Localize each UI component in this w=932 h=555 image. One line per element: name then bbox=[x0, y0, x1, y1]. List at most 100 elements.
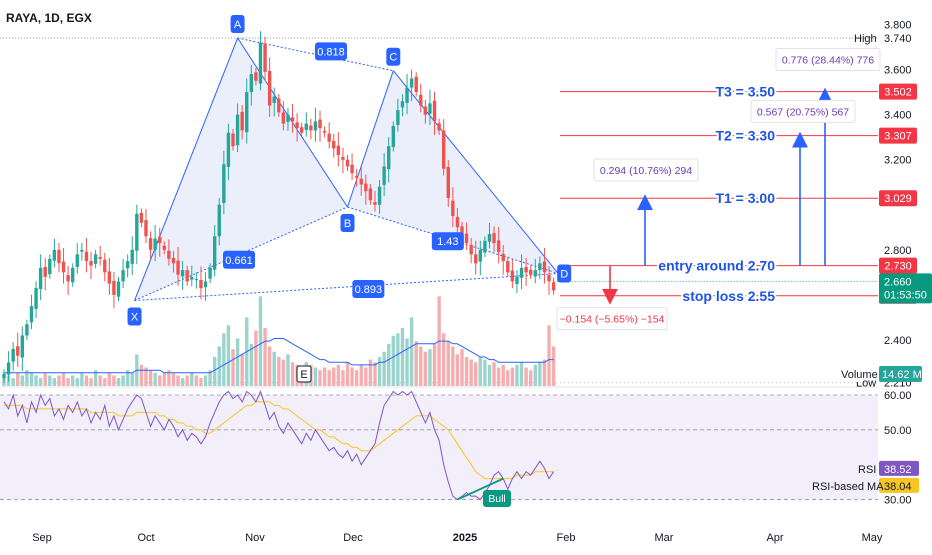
volume-bar bbox=[483, 359, 487, 386]
candle-body bbox=[71, 267, 75, 283]
candle-body bbox=[167, 250, 171, 259]
rsi-ma-label: RSI-based MA bbox=[812, 481, 884, 493]
candle-body bbox=[359, 178, 363, 185]
candle-body bbox=[226, 132, 231, 167]
level-badge bbox=[879, 127, 917, 144]
candle-body bbox=[231, 133, 235, 147]
candle-body bbox=[180, 270, 185, 277]
candle-body bbox=[483, 240, 487, 253]
candle-body bbox=[524, 266, 528, 273]
pattern-xd bbox=[134, 272, 559, 302]
volume-bar bbox=[139, 364, 144, 386]
candle-body bbox=[162, 245, 166, 250]
volume-bar bbox=[190, 372, 194, 386]
candle-body bbox=[185, 270, 189, 282]
candle-body bbox=[551, 282, 556, 291]
bull-label: Bull bbox=[488, 493, 506, 505]
candle-body bbox=[281, 112, 286, 124]
candle-body bbox=[428, 103, 432, 114]
current-price-value: 2.660 bbox=[884, 276, 912, 288]
month-label: Oct bbox=[137, 532, 154, 544]
volume-bar bbox=[359, 364, 363, 386]
volume-bar bbox=[162, 372, 166, 386]
volume-bar bbox=[322, 367, 327, 386]
volume-bar bbox=[460, 349, 464, 386]
volume-bar bbox=[267, 346, 272, 386]
candle-body bbox=[474, 254, 478, 264]
candle-body bbox=[391, 125, 395, 148]
candle-body bbox=[446, 166, 450, 198]
volume-bar bbox=[180, 378, 185, 386]
candle-body bbox=[309, 125, 313, 131]
volume-bar bbox=[107, 372, 112, 386]
volume-bar bbox=[341, 370, 345, 386]
candle-body bbox=[455, 216, 460, 228]
candle-body bbox=[341, 156, 345, 160]
volume-bar bbox=[510, 367, 515, 386]
volume-bar bbox=[11, 378, 15, 386]
volume-bar bbox=[34, 375, 38, 386]
candle-body bbox=[382, 166, 386, 185]
candle-body bbox=[208, 267, 212, 279]
volume-bar bbox=[492, 362, 496, 386]
volume-bar bbox=[176, 375, 180, 386]
volume-bar bbox=[231, 349, 235, 386]
month-label: Nov bbox=[245, 532, 265, 544]
candle-body bbox=[377, 186, 382, 205]
measure-box bbox=[750, 99, 856, 123]
candle-body bbox=[322, 130, 327, 133]
volume-bar bbox=[332, 367, 336, 386]
candle-body bbox=[529, 269, 533, 275]
ratio-badge bbox=[431, 232, 464, 251]
volume-bar bbox=[48, 375, 52, 386]
candle-body bbox=[93, 254, 98, 264]
rsi-value-badge bbox=[879, 460, 919, 476]
volume-bar bbox=[185, 375, 189, 386]
volume-bar bbox=[409, 317, 414, 386]
volume-bar bbox=[382, 351, 386, 386]
high-value: 3.740 bbox=[884, 33, 912, 45]
candle-body bbox=[405, 87, 409, 103]
candle-body bbox=[469, 244, 473, 255]
candle-body bbox=[176, 260, 180, 275]
volume-ma-line bbox=[4, 338, 554, 374]
candle-body bbox=[300, 127, 304, 133]
volume-bar bbox=[112, 375, 116, 386]
candle-body bbox=[25, 324, 29, 336]
candle-body bbox=[171, 257, 176, 264]
volume-bar bbox=[432, 343, 437, 386]
level-badge bbox=[879, 257, 917, 274]
volume-bar bbox=[405, 338, 409, 386]
candle-body bbox=[267, 70, 272, 106]
volume-bar bbox=[89, 378, 93, 386]
candle-body bbox=[496, 240, 501, 253]
volume-bar bbox=[501, 364, 505, 386]
level-label: T2 = 3.30 bbox=[715, 128, 775, 144]
volume-bar bbox=[57, 375, 61, 386]
volume-bar bbox=[387, 343, 391, 386]
candle-body bbox=[121, 270, 125, 282]
rsi-tick-label: 30.00 bbox=[884, 495, 912, 507]
measure-box bbox=[593, 158, 699, 182]
candle-body bbox=[272, 96, 276, 103]
candle-body bbox=[98, 257, 102, 259]
candle-body bbox=[286, 114, 290, 122]
measure-text: 0.776 (28.44%) 776 bbox=[782, 55, 874, 67]
volume-bar bbox=[286, 354, 290, 386]
ratio-badge bbox=[223, 250, 256, 269]
candle-body bbox=[432, 100, 437, 122]
volume-bar bbox=[469, 359, 473, 386]
high-label: High bbox=[854, 33, 877, 45]
candle-body bbox=[318, 119, 322, 129]
candle-body bbox=[135, 213, 139, 251]
candle-body bbox=[212, 236, 217, 270]
ratio-badge bbox=[315, 42, 348, 61]
volume-bar bbox=[551, 346, 556, 386]
volume-bar bbox=[533, 364, 537, 386]
earnings-marker-label: E bbox=[300, 369, 307, 381]
rsi-tick-label: 50.00 bbox=[884, 425, 912, 437]
candle-body bbox=[222, 164, 226, 203]
ratio-label: 0.818 bbox=[317, 46, 345, 58]
volume-bar bbox=[263, 327, 267, 386]
